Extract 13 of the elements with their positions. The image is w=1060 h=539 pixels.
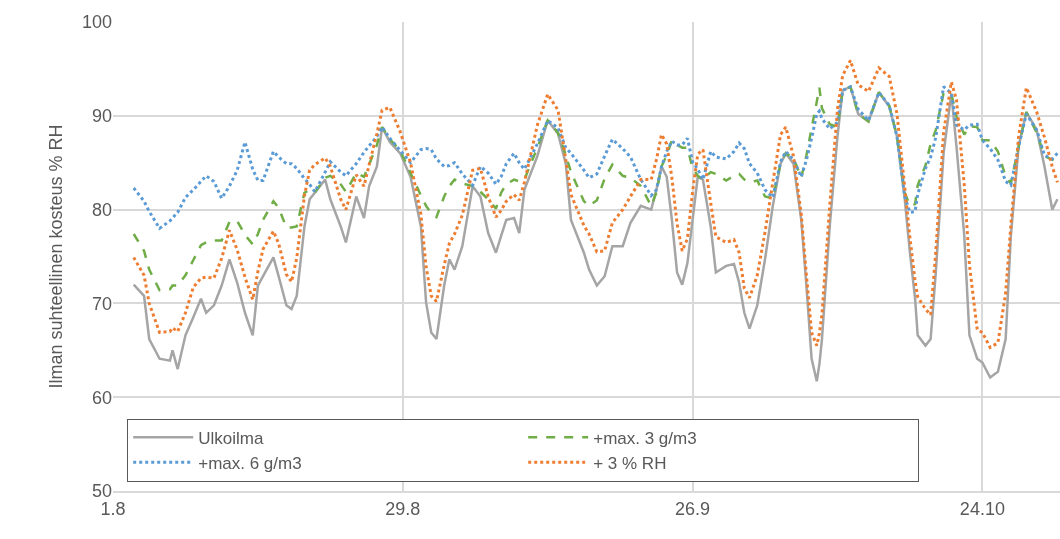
legend-label: + 3 % RH [593,453,667,473]
x-tick-label: 29.8 [385,498,421,519]
y-tick-label: 80 [91,199,112,220]
x-tick-label: 24.10 [959,498,1005,519]
legend-label: +max. 6 g/m3 [198,453,302,473]
y-tick-label: 100 [81,12,112,33]
legend-label: Ulkoilma [198,428,264,448]
x-tick-label: 26.9 [675,498,711,519]
y-tick-label: 70 [91,293,112,314]
y-tick-label: 90 [91,106,112,127]
y-tick-label: 60 [91,387,112,408]
legend-label: +max. 3 g/m3 [593,428,697,448]
y-axis-title: Ilman suhteellinen kosteus % RH [46,124,67,389]
